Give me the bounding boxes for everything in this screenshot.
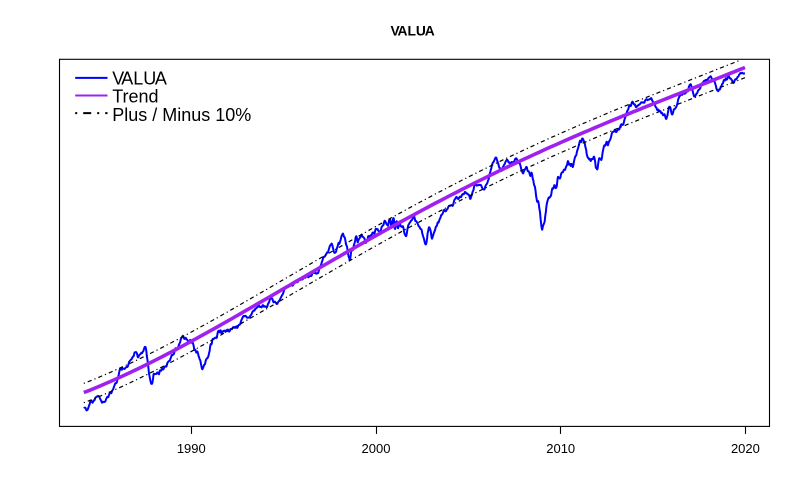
svg-text:2010: 2010 xyxy=(546,441,575,456)
svg-text:Trend: Trend xyxy=(112,87,158,107)
svg-text:VALUA: VALUA xyxy=(391,24,435,39)
svg-text:1990: 1990 xyxy=(177,441,206,456)
svg-text:Plus / Minus 10%: Plus / Minus 10% xyxy=(112,105,251,125)
svg-text:2020: 2020 xyxy=(731,441,760,456)
svg-text:2000: 2000 xyxy=(362,441,391,456)
svg-text:VALUA: VALUA xyxy=(112,68,167,88)
